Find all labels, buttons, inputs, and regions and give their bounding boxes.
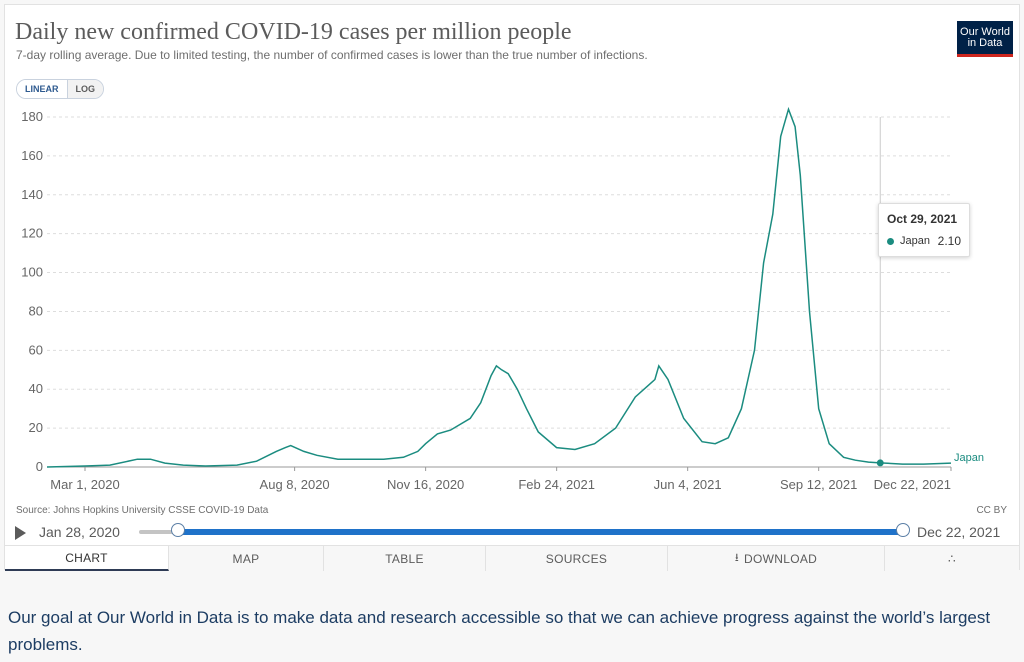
x-tick-label: Dec 22, 2021	[874, 477, 951, 492]
hover-point	[876, 459, 884, 467]
y-tick-label: 40	[29, 381, 43, 396]
share-icon: ∴	[948, 551, 956, 566]
x-tick-label: Aug 8, 2020	[260, 477, 330, 492]
x-tick-label: Sep 12, 2021	[780, 477, 857, 492]
footer-mission-text: Our goal at Our World in Data is to make…	[8, 608, 991, 654]
logo-line1: Our World	[960, 26, 1010, 38]
y-tick-label: 120	[21, 226, 43, 241]
scale-toggle: LINEAR LOG	[16, 79, 104, 99]
timeline-range[interactable]	[175, 529, 903, 535]
series-color-dot	[887, 237, 894, 245]
tab-download[interactable]: ⭳ DOWNLOAD	[668, 546, 885, 571]
timeline: Jan 28, 2020 Dec 22, 2021	[5, 519, 1021, 545]
y-tick-label: 20	[29, 420, 43, 435]
x-tick-labels: Mar 1, 2020 Aug 8, 2020 Nov 16, 2020 Feb 24…	[50, 467, 952, 492]
chart-subtitle: 7-day rolling average. Due to limited te…	[16, 48, 648, 62]
tab-bar: CHART MAP TABLE SOURCES ⭳ DOWNLOAD ∴	[5, 545, 1019, 571]
timeline-end-handle[interactable]	[896, 523, 910, 537]
tooltip-value: 2.10	[937, 234, 961, 248]
owid-logo[interactable]: Our World in Data	[957, 21, 1013, 57]
linear-scale-button[interactable]: LINEAR	[17, 80, 68, 98]
tab-sources[interactable]: SOURCES	[486, 546, 668, 571]
y-tick-label: 0	[36, 459, 43, 474]
y-tick-label: 180	[21, 109, 43, 124]
tooltip-row: Japan 2.10	[887, 234, 961, 248]
line-chart: 0 20 40 60 80 100 120 140 160 180 Mar 1, 2020 Aug …	[21, 106, 984, 492]
series-line-japan[interactable]	[46, 106, 952, 468]
y-gridlines	[47, 116, 951, 468]
play-icon[interactable]	[15, 526, 26, 540]
y-tick-label: 100	[21, 265, 43, 280]
tooltip-entity: Japan	[900, 235, 930, 247]
x-tick-label: Mar 1, 2020	[50, 477, 119, 492]
tab-share[interactable]: ∴	[885, 546, 1019, 571]
chart-card: Daily new confirmed COVID-19 cases per m…	[4, 4, 1021, 571]
tooltip: Oct 29, 2021 Japan 2.10	[878, 203, 970, 257]
timeline-end-label: Dec 22, 2021	[917, 524, 1001, 540]
y-tick-label: 140	[21, 187, 43, 202]
license-link[interactable]: CC BY	[976, 505, 1007, 516]
y-tick-label: 160	[21, 148, 43, 163]
tab-table[interactable]: TABLE	[324, 546, 486, 571]
tab-map[interactable]: MAP	[169, 546, 324, 571]
series-label-japan[interactable]: Japan	[954, 452, 984, 464]
timeline-start-handle[interactable]	[171, 523, 185, 537]
x-tick-label: Nov 16, 2020	[387, 477, 464, 492]
download-icon: ⭳	[734, 552, 740, 564]
timeline-start-label: Jan 28, 2020	[39, 524, 120, 540]
x-tick-label: Jun 4, 2021	[654, 477, 722, 492]
logo-line2: in Data	[967, 37, 1003, 49]
tooltip-date: Oct 29, 2021	[887, 212, 958, 226]
y-tick-labels: 0 20 40 60 80 100 120 140 160 180	[21, 109, 43, 474]
x-tick-label: Feb 24, 2021	[518, 477, 595, 492]
timeline-track[interactable]	[139, 530, 175, 534]
source-link[interactable]: Source: Johns Hopkins University CSSE CO…	[16, 505, 269, 516]
y-tick-label: 80	[29, 303, 43, 318]
tab-download-label: DOWNLOAD	[744, 551, 818, 566]
log-scale-button[interactable]: LOG	[67, 80, 103, 98]
y-tick-label: 60	[29, 342, 43, 357]
chart-title: Daily new confirmed COVID-19 cases per m…	[15, 19, 572, 45]
tab-chart[interactable]: CHART	[5, 546, 169, 571]
